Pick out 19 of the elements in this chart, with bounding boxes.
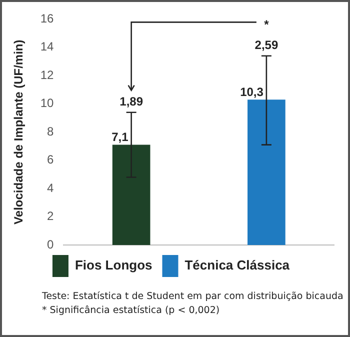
y-tick-label: 16 [40,12,54,26]
annotation: * [264,18,270,32]
y-tick-label: 8 [47,124,54,138]
text: * Significância estatística (p < 0,002) [42,304,221,318]
text: Teste: Estatística t de Student em par com distribuição bicauda [42,290,344,304]
y-tick-label: 2 [47,209,54,224]
y-axis-title: Velocidade de Implante (UF/min) [12,40,26,224]
data-label: 10,3 [240,84,264,99]
annotation: 1,89 [120,94,144,109]
y-tick-label: 0 [47,237,54,252]
legend-label: Técnica Clássica [184,258,290,273]
y-tick-label: 14 [40,40,54,54]
y-tick-label: 12 [40,68,54,82]
y-tick-label: 10 [40,96,54,110]
y-tick-label: 6 [47,152,54,167]
data-label: 7,1 [112,130,129,144]
annotation: 2,59 [254,38,278,52]
legend-label: Fios Longos [74,258,152,273]
y-tick-label: 4 [47,180,54,195]
